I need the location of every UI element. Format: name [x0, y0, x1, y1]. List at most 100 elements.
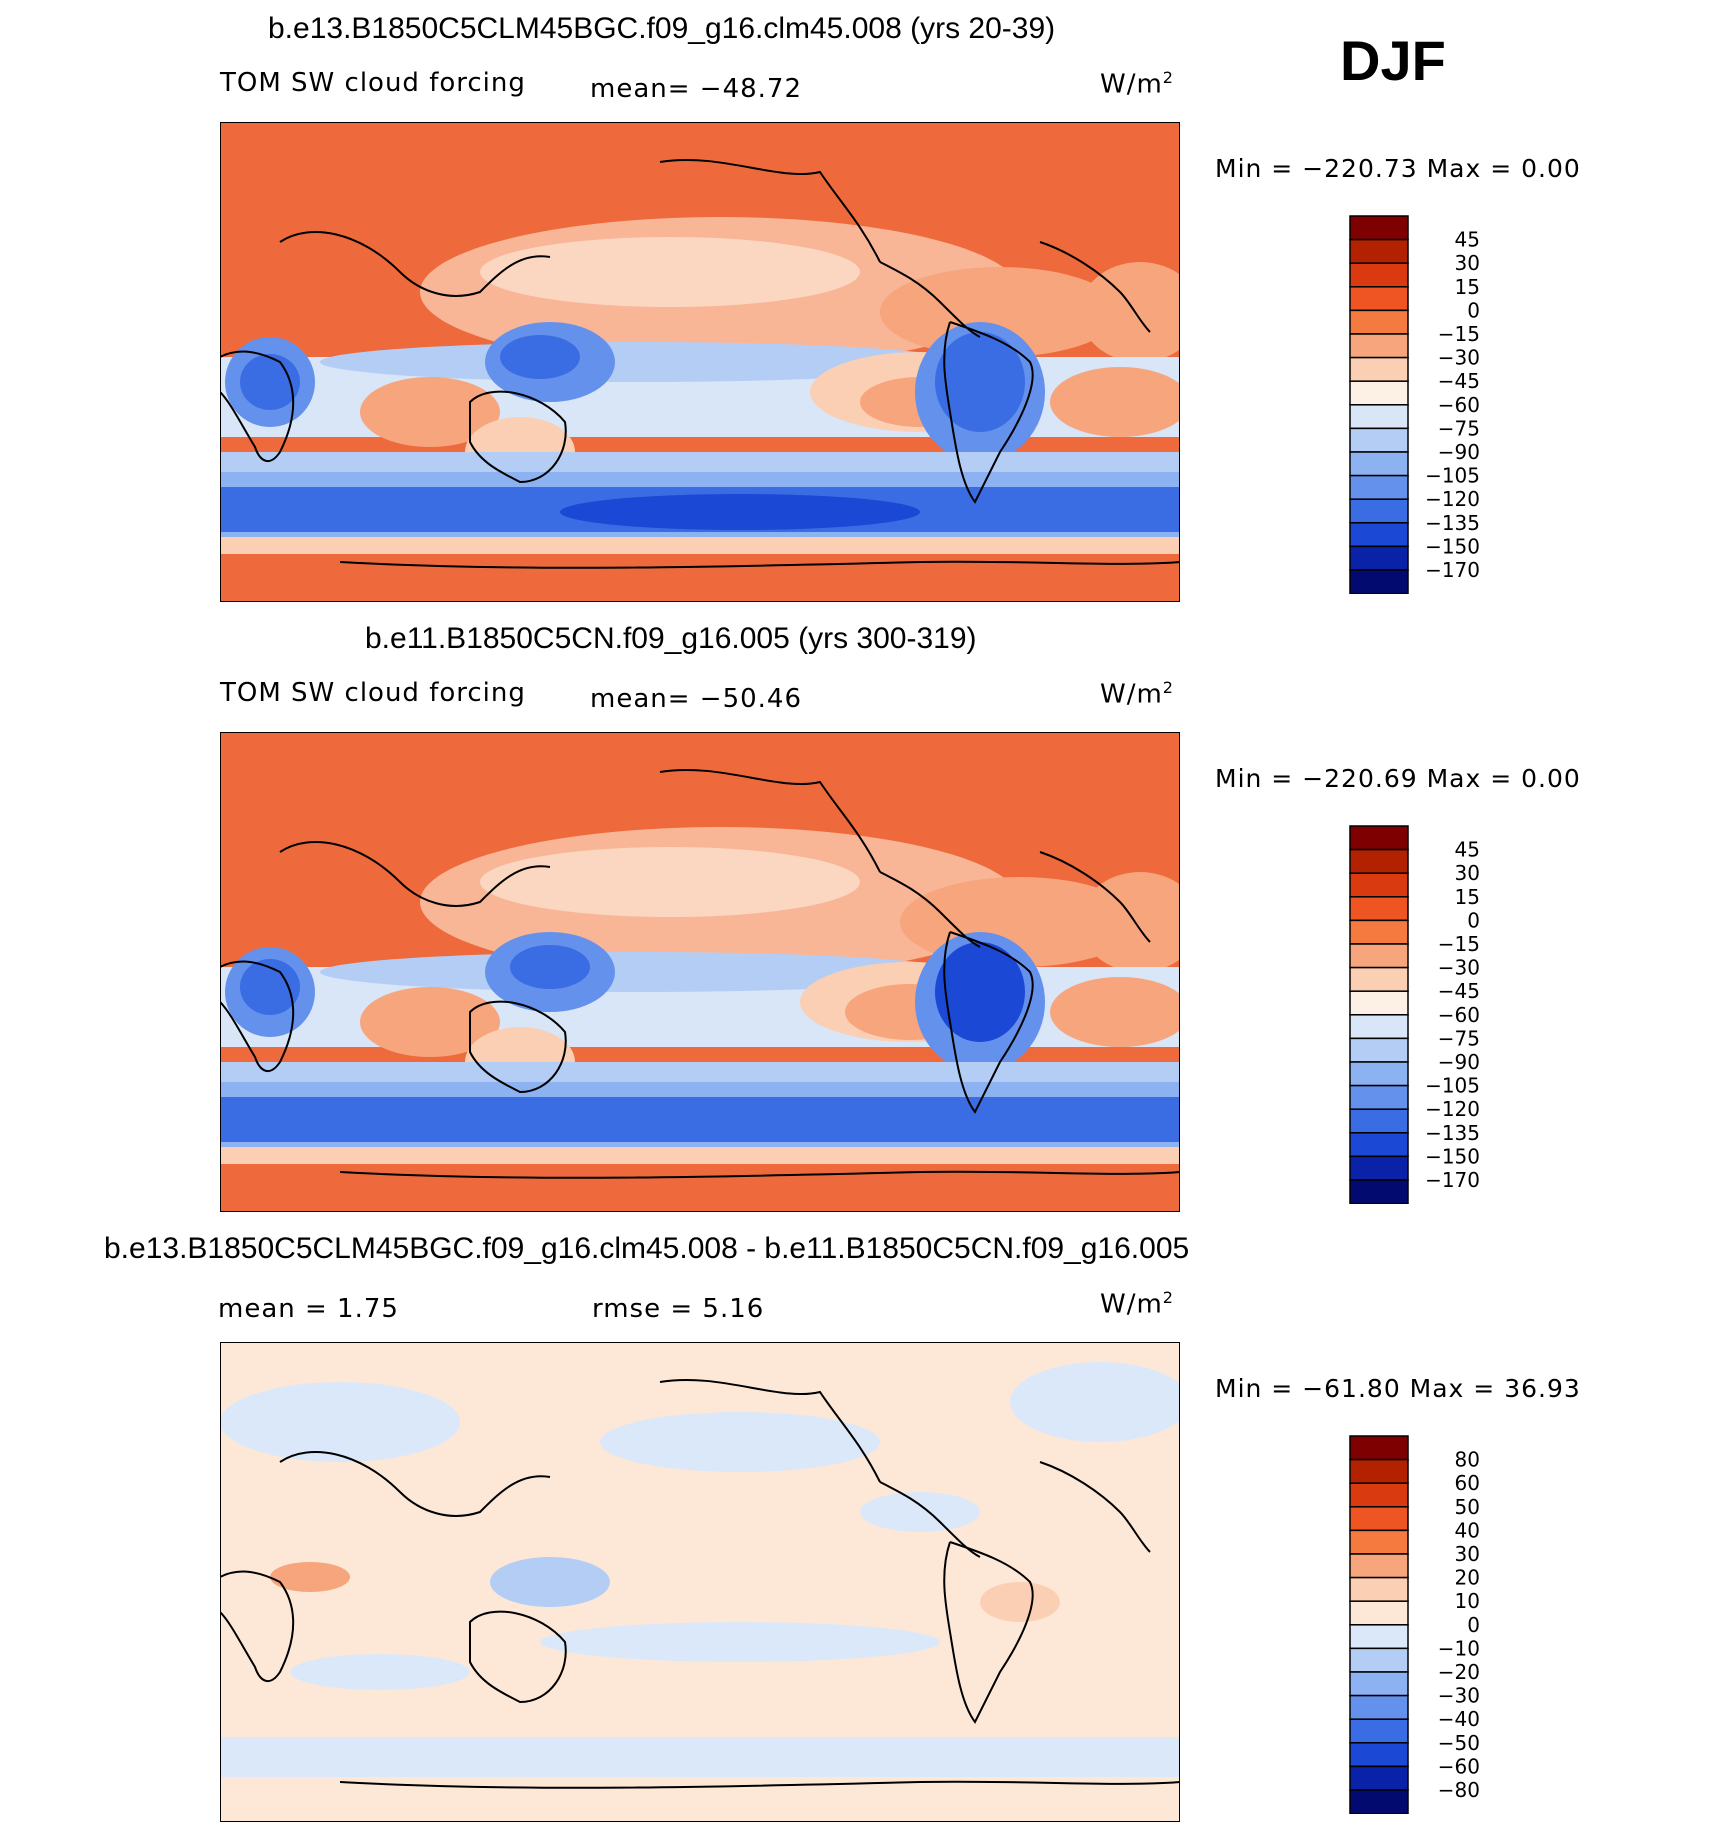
- colorbar-swatch: [1349, 451, 1409, 477]
- colorbar-tick-label: −45: [1438, 369, 1480, 393]
- colorbar-swatch: [1349, 215, 1409, 241]
- panel-1-variable-label: TOM SW cloud forcing: [220, 68, 526, 98]
- colorbar-tick-label: −30: [1438, 346, 1480, 370]
- panel-3-minmax: Min = −61.80 Max = 36.93: [1215, 1374, 1581, 1403]
- colorbar-tick-label: 80: [1455, 1448, 1480, 1472]
- colorbar-tick-label: −105: [1425, 1074, 1480, 1098]
- panel-2-colorbar: 4530150−15−30−45−60−75−90−105−120−135−15…: [1349, 825, 1480, 1204]
- colorbar-swatch: [1349, 1132, 1409, 1158]
- colorbar-tick-label: −135: [1425, 511, 1480, 535]
- coastlines: [220, 1378, 1180, 1789]
- colorbar-swatch: [1349, 943, 1409, 969]
- colorbar-swatch: [1349, 1108, 1409, 1134]
- panel-1-minmax: Min = −220.73 Max = 0.00: [1215, 154, 1581, 183]
- colorbar-swatch: [1349, 896, 1409, 922]
- colorbar-tick-label: 30: [1455, 251, 1480, 275]
- colorbar-swatch: [1349, 919, 1409, 945]
- colorbar-tick-label: −120: [1425, 487, 1480, 511]
- panel-2-mean-label: mean= −50.46: [590, 684, 803, 714]
- colorbar-swatch: [1349, 545, 1409, 571]
- colorbar-tick-label: −150: [1425, 534, 1480, 558]
- colorbar-swatch: [1349, 427, 1409, 453]
- colorbar-swatch: [1349, 474, 1409, 500]
- colorbar-swatch: [1349, 522, 1409, 548]
- colorbar-swatch: [1349, 333, 1409, 359]
- panel-2-map: [220, 732, 1180, 1212]
- coastlines: [220, 768, 1180, 1179]
- colorbar-tick-label: −80: [1438, 1778, 1480, 1802]
- colorbar-tick-label: −135: [1425, 1121, 1480, 1145]
- colorbar-tick-label: −15: [1438, 322, 1480, 346]
- panel-3-title: b.e13.B1850C5CLM45BGC.f09_g16.clm45.008 …: [104, 1232, 1190, 1265]
- colorbar-swatch: [1349, 1671, 1409, 1697]
- colorbar-swatch: [1349, 262, 1409, 288]
- colorbar-swatch: [1349, 1718, 1409, 1744]
- colorbar-tick-label: −20: [1438, 1660, 1480, 1684]
- colorbar-swatch: [1349, 872, 1409, 898]
- colorbar-tick-label: 0: [1467, 908, 1480, 932]
- colorbar-tick-label: −50: [1438, 1731, 1480, 1755]
- panel-1-units: W/m2: [1100, 68, 1174, 100]
- colorbar-tick-label: −15: [1438, 932, 1480, 956]
- colorbar-swatch: [1349, 1624, 1409, 1650]
- colorbar-swatch: [1349, 380, 1409, 406]
- colorbar-swatch: [1349, 1529, 1409, 1555]
- colorbar-tick-label: −45: [1438, 979, 1480, 1003]
- panel-2-minmax: Min = −220.69 Max = 0.00: [1215, 764, 1581, 793]
- colorbar-tick-label: −75: [1438, 416, 1480, 440]
- colorbar-tick-label: 10: [1455, 1589, 1480, 1613]
- colorbar-tick-label: −120: [1425, 1097, 1480, 1121]
- panel-3-units: W/m2: [1100, 1288, 1174, 1320]
- colorbar-swatch: [1349, 1694, 1409, 1720]
- colorbar-tick-label: −90: [1438, 440, 1480, 464]
- colorbar-swatch: [1349, 1084, 1409, 1110]
- colorbar-tick-label: −30: [1438, 1684, 1480, 1708]
- coastlines: [220, 158, 1180, 569]
- colorbar-tick-label: 45: [1455, 228, 1480, 252]
- colorbar-swatch: [1349, 238, 1409, 264]
- season-label: DJF: [1340, 29, 1446, 92]
- colorbar-swatch: [1349, 1576, 1409, 1602]
- colorbar-swatch: [1349, 1014, 1409, 1040]
- colorbar-tick-label: −90: [1438, 1050, 1480, 1074]
- colorbar-swatch: [1349, 1458, 1409, 1484]
- panel-3-mean-label: mean = 1.75: [218, 1294, 399, 1324]
- colorbar-swatch: [1349, 1506, 1409, 1532]
- colorbar-tick-label: 0: [1467, 1613, 1480, 1637]
- colorbar-swatch: [1349, 498, 1409, 524]
- colorbar-swatch: [1349, 966, 1409, 992]
- colorbar-tick-label: −60: [1438, 1754, 1480, 1778]
- colorbar-swatch: [1349, 1061, 1409, 1087]
- colorbar-tick-label: −170: [1425, 558, 1480, 582]
- colorbar-swatch: [1349, 1435, 1409, 1461]
- colorbar-swatch: [1349, 1179, 1409, 1204]
- panel-2-variable-label: TOM SW cloud forcing: [220, 678, 526, 708]
- colorbar-swatch: [1349, 1647, 1409, 1673]
- colorbar-swatch: [1349, 1600, 1409, 1626]
- colorbar-tick-label: −170: [1425, 1168, 1480, 1192]
- colorbar-swatch: [1349, 356, 1409, 382]
- colorbar-tick-label: 45: [1455, 838, 1480, 862]
- colorbar-swatch: [1349, 1482, 1409, 1508]
- colorbar-tick-label: −75: [1438, 1026, 1480, 1050]
- colorbar-swatch: [1349, 1155, 1409, 1181]
- colorbar-tick-label: −105: [1425, 464, 1480, 488]
- colorbar-tick-label: −150: [1425, 1144, 1480, 1168]
- panel-1-mean-label: mean= −48.72: [590, 74, 803, 104]
- colorbar-tick-label: 40: [1455, 1518, 1480, 1542]
- panel-3-map: [220, 1342, 1180, 1822]
- colorbar-swatch: [1349, 990, 1409, 1016]
- colorbar-tick-label: −60: [1438, 393, 1480, 417]
- colorbar-tick-label: 60: [1455, 1471, 1480, 1495]
- colorbar-tick-label: 20: [1455, 1566, 1480, 1590]
- panel-1-title: b.e13.B1850C5CLM45BGC.f09_g16.clm45.008 …: [268, 12, 1056, 45]
- colorbar-tick-label: 15: [1455, 885, 1480, 909]
- colorbar-tick-label: 30: [1455, 861, 1480, 885]
- colorbar-swatch: [1349, 1553, 1409, 1579]
- colorbar-swatch: [1349, 1789, 1409, 1814]
- colorbar-swatch: [1349, 825, 1409, 851]
- colorbar-tick-label: −10: [1438, 1636, 1480, 1660]
- colorbar-tick-label: −40: [1438, 1707, 1480, 1731]
